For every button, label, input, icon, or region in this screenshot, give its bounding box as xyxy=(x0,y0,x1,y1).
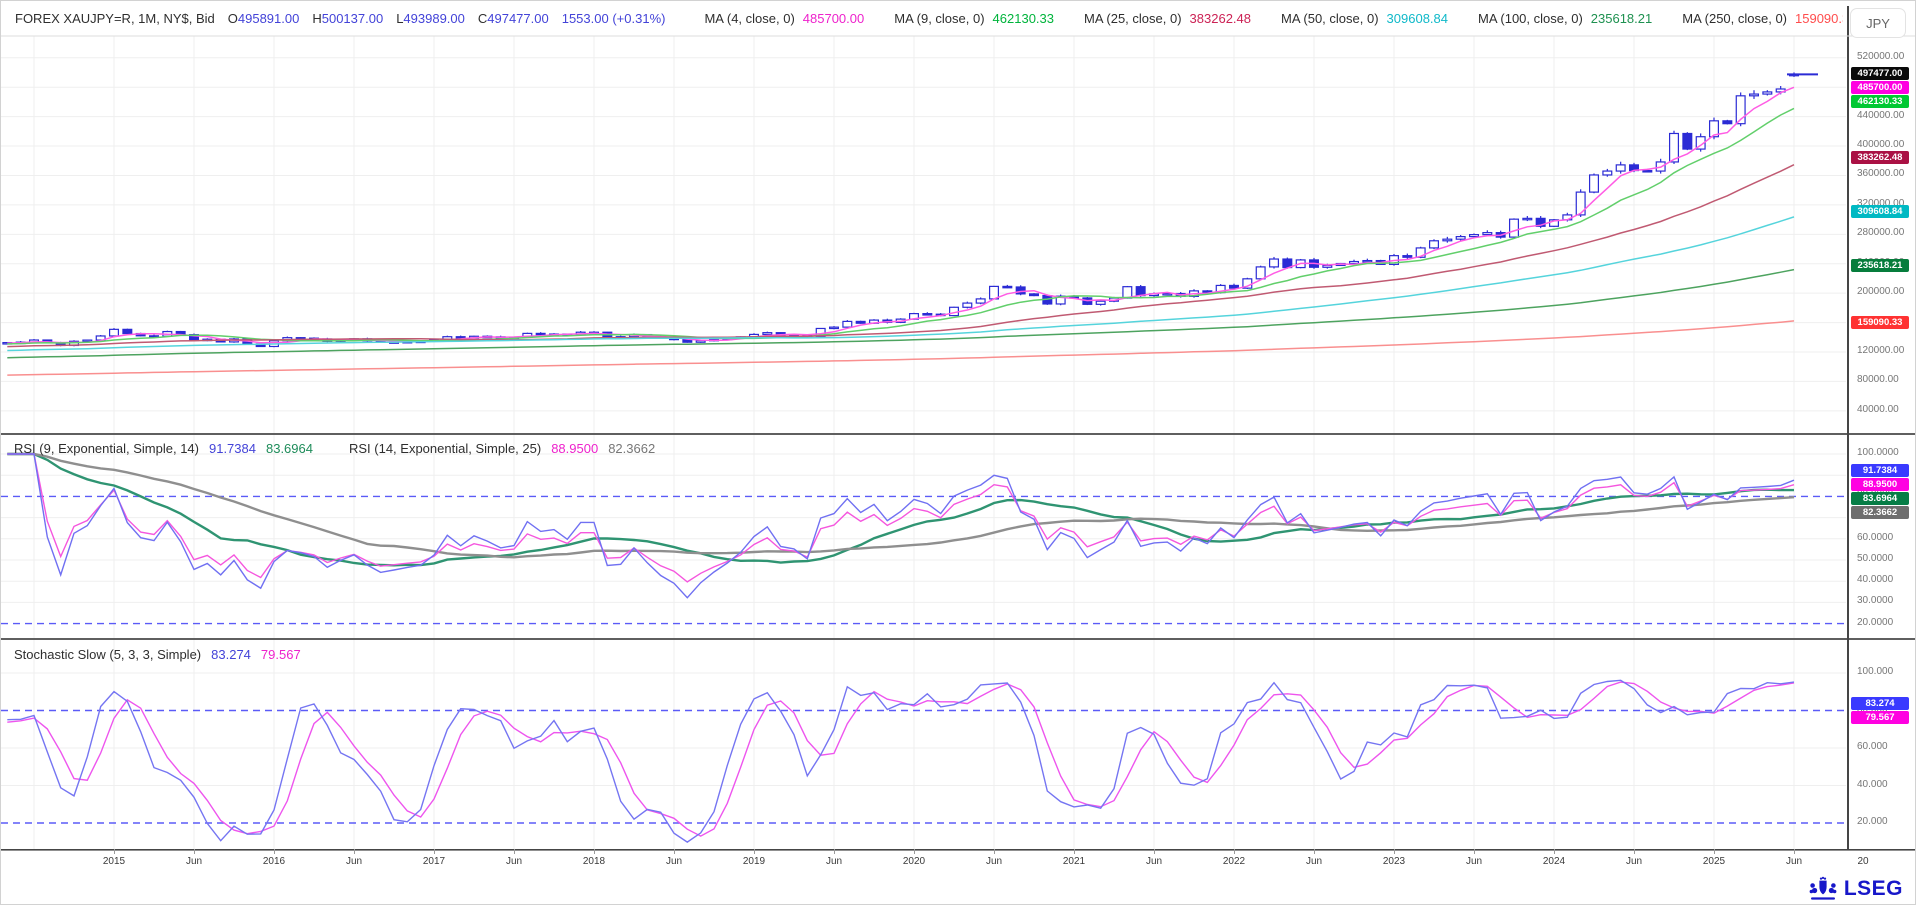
ma-legend-item: MA (100, close, 0) 235618.21 xyxy=(1478,11,1652,26)
ma-legend-label: MA (4, close, 0) xyxy=(704,11,795,26)
currency-button[interactable]: JPY xyxy=(1850,8,1906,38)
stochastic-k-value: 83.274 xyxy=(211,647,251,662)
lseg-logo: LSEG xyxy=(1808,876,1903,901)
stochastic-panel-header: Stochastic Slow (5, 3, 3, Simple) 83.274… xyxy=(14,647,301,662)
ma-legend-value: 235618.21 xyxy=(1590,11,1653,26)
rsi-title: RSI (9, Exponential, Simple, 14) xyxy=(14,441,199,456)
ma-legend-label: MA (50, close, 0) xyxy=(1281,11,1379,26)
ma-legend-label: MA (9, close, 0) xyxy=(894,11,985,26)
ma-legend-label: MA (100, close, 0) xyxy=(1478,11,1583,26)
stochastic-d-value: 79.567 xyxy=(260,647,301,662)
ma-legend-value: 485700.00 xyxy=(802,11,865,26)
high-value: H500137.00 xyxy=(312,11,384,26)
rsi-panel-header: RSI (9, Exponential, Simple, 14) 91.7384… xyxy=(14,441,655,456)
ma-legend-value: 309608.84 xyxy=(1386,11,1448,26)
stochastic-title: Stochastic Slow (5, 3, 3, Simple) xyxy=(14,647,202,662)
rsi9-value: 91.7384 xyxy=(208,441,256,456)
chart-header: FOREX XAUJPY=R, 1M, NY$, Bid O495891.00 … xyxy=(1,1,1843,36)
open-value: O495891.00 xyxy=(227,11,300,26)
rsi14-title: RSI (14, Exponential, Simple, 25) xyxy=(348,441,542,456)
rsi9-ma-value: 83.6964 xyxy=(265,441,313,456)
low-value: L493989.00 xyxy=(396,11,465,26)
ma-legend: MA (4, close, 0) 485700.00 MA (9, close, 0… xyxy=(704,11,1843,26)
symbol-title: FOREX XAUJPY=R, 1M, NY$, Bid xyxy=(15,11,215,26)
ma-legend-label: MA (25, close, 0) xyxy=(1084,11,1182,26)
ma-legend-item: MA (4, close, 0) 485700.00 xyxy=(704,11,864,26)
ma-legend-item: MA (25, close, 0) 383262.48 xyxy=(1084,11,1251,26)
ma-legend-label: MA (250, close, 0) xyxy=(1682,11,1788,26)
ma-legend-item: MA (250, close, 0) 159090.33 xyxy=(1682,11,1843,26)
ma-legend-value: 462130.33 xyxy=(992,11,1054,26)
lseg-crest-icon xyxy=(1809,876,1837,900)
rsi14-value: 88.9500 xyxy=(551,441,599,456)
ma-legend-value: 159090.33 xyxy=(1795,11,1843,26)
close-value: C497477.00 xyxy=(477,11,549,26)
ma-legend-value: 383262.48 xyxy=(1189,11,1251,26)
ma-legend-item: MA (50, close, 0) 309608.84 xyxy=(1281,11,1448,26)
rsi14-ma-value: 82.3662 xyxy=(608,441,656,456)
lseg-logo-text: LSEG xyxy=(1843,876,1903,900)
net-change: 1553.00 (+0.31%) xyxy=(561,11,666,26)
ma-legend-item: MA (9, close, 0) 462130.33 xyxy=(894,11,1054,26)
